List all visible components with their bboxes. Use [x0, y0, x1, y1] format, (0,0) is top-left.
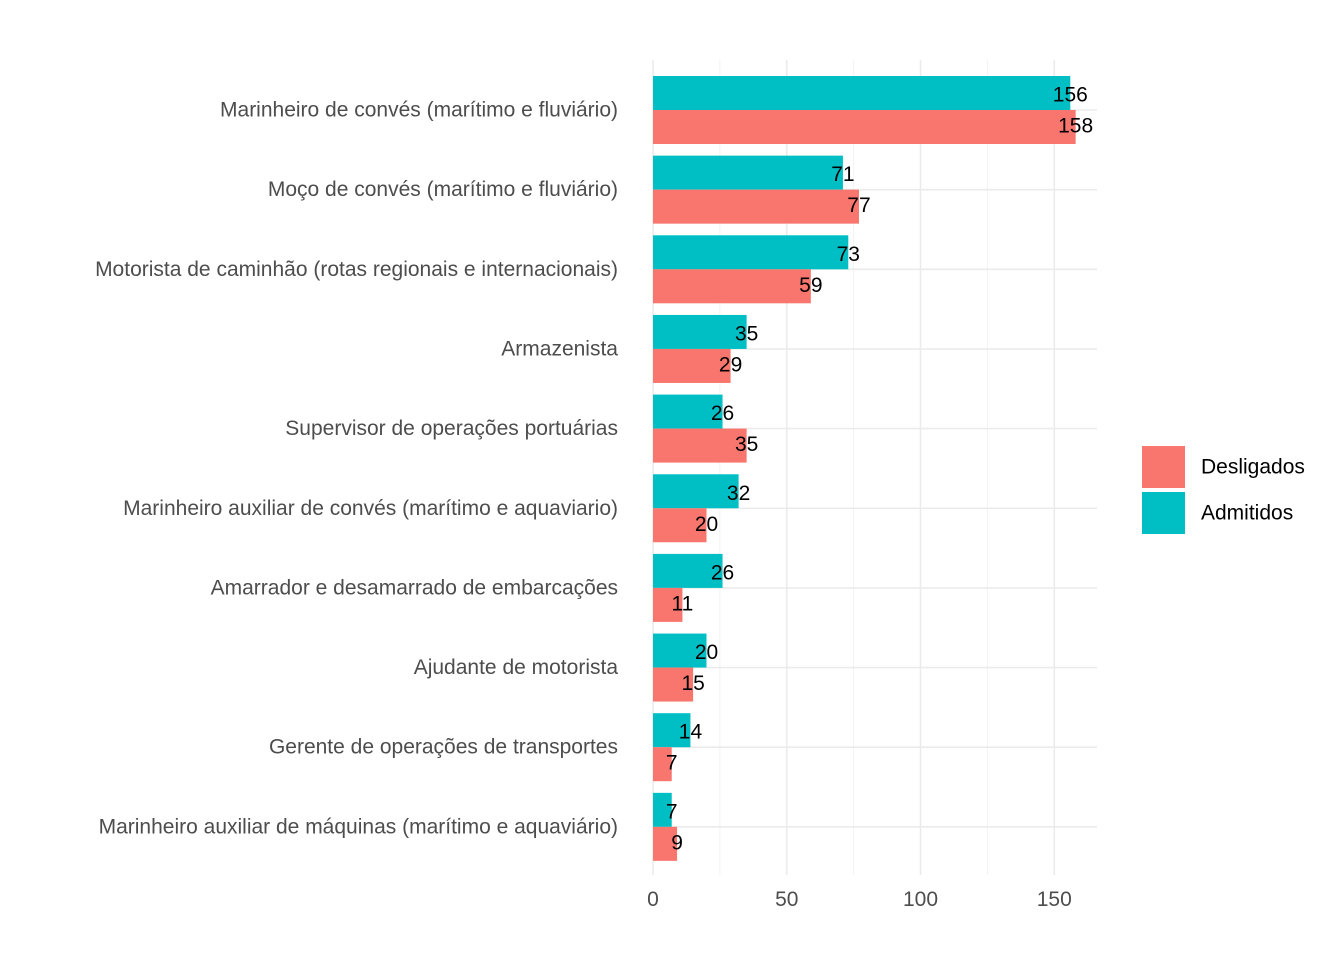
data-label-admitidos: 35: [735, 322, 758, 345]
data-label-desligados: 20: [695, 513, 718, 536]
x-tick-label: 0: [647, 888, 659, 911]
category-label: Marinheiro auxiliar de máquinas (marítim…: [99, 815, 618, 838]
bar-admitidos: [653, 633, 707, 668]
bar-desligados: [653, 667, 694, 702]
bar-admitidos: [653, 394, 723, 429]
bar-desligados: [653, 110, 1076, 144]
bar-desligados: [653, 348, 731, 383]
data-label-admitidos: 26: [711, 402, 734, 425]
bar-desligados: [653, 747, 672, 782]
category-label: Moço de convés (marítimo e fluviário): [268, 178, 618, 201]
data-label-desligados: 29: [719, 353, 742, 376]
category-label: Ajudante de motorista: [414, 656, 619, 679]
bar-admitidos: [653, 235, 849, 270]
bar-desligados: [653, 428, 747, 463]
bar-desligados: [653, 587, 683, 622]
bar-admitidos: [653, 314, 747, 349]
data-label-admitidos: 156: [1053, 84, 1088, 107]
bar-admitidos: [653, 76, 1071, 110]
legend-swatch: [1142, 446, 1185, 488]
category-label: Marinheiro de convés (marítimo e fluviár…: [220, 99, 618, 122]
legend: Desligados Admitidos: [1142, 446, 1305, 534]
bar-admitidos: [653, 474, 739, 509]
bars: [653, 76, 1076, 861]
bar-desligados: [653, 508, 707, 543]
legend-swatch: [1142, 492, 1185, 534]
data-label-desligados: 35: [735, 433, 758, 456]
data-label-desligados: 158: [1058, 115, 1093, 138]
category-label: Armazenista: [501, 337, 618, 360]
category-label: Supervisor de operações portuárias: [285, 417, 618, 440]
data-label-admitidos: 14: [679, 721, 703, 744]
data-label-desligados: 9: [671, 831, 683, 854]
bar-admitidos: [653, 792, 672, 827]
data-label-desligados: 59: [799, 274, 822, 297]
x-tick-label: 150: [1037, 888, 1072, 911]
bar-desligados: [653, 826, 678, 861]
bar-desligados: [653, 189, 859, 224]
category-label: Motorista de caminhão (rotas regionais e…: [95, 258, 618, 281]
data-label-admitidos: 32: [727, 482, 750, 505]
x-tick-label: 50: [775, 888, 798, 911]
category-labels: Marinheiro de convés (marítimo e fluviár…: [95, 99, 618, 839]
data-label-desligados: 7: [666, 752, 678, 775]
data-label-admitidos: 71: [831, 163, 854, 186]
category-label: Marinheiro auxiliar de convés (marítimo …: [123, 497, 618, 520]
category-label: Amarrador e desamarrado de embarcações: [211, 576, 618, 599]
data-label-desligados: 77: [847, 194, 870, 217]
bar-admitidos: [653, 155, 843, 190]
data-label-admitidos: 26: [711, 561, 734, 584]
data-label-admitidos: 7: [666, 800, 678, 823]
data-label-admitidos: 73: [837, 243, 860, 266]
legend-label: Admitidos: [1201, 502, 1293, 525]
bar-desligados: [653, 269, 811, 304]
bar-admitidos: [653, 713, 691, 748]
bar-admitidos: [653, 553, 723, 588]
legend-label: Desligados: [1201, 456, 1305, 479]
data-label-admitidos: 20: [695, 641, 718, 664]
category-label: Gerente de operações de transportes: [269, 736, 618, 759]
x-tick-label: 100: [903, 888, 938, 911]
data-label-desligados: 15: [681, 672, 704, 695]
data-label-desligados: 11: [672, 592, 694, 615]
x-axis-tick-labels: 0 50 100 150: [647, 888, 1072, 911]
